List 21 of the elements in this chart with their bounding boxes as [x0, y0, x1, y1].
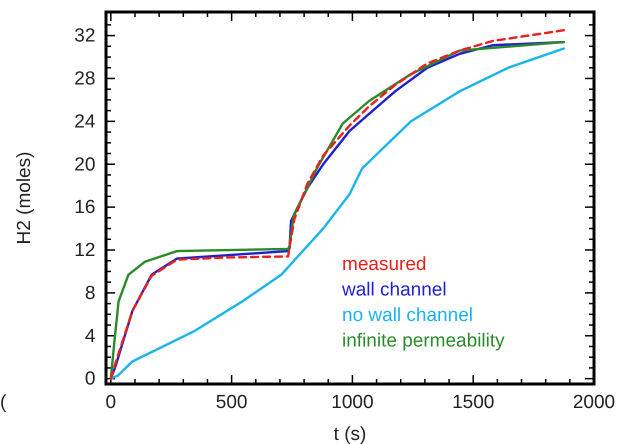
y-tick-label: 28: [74, 68, 96, 90]
x-tick-label: 500: [216, 392, 248, 413]
y-tick-label: 12: [74, 240, 96, 262]
x-tick-label: 1500: [452, 392, 494, 413]
y-tick-label: 24: [74, 111, 96, 132]
y-tick-label: 20: [74, 154, 96, 176]
y-tick-label: 8: [84, 282, 96, 304]
text: (: [0, 392, 7, 413]
x-axis-title: t (s): [334, 424, 366, 444]
text: wall channel: [341, 280, 447, 300]
text: measured: [342, 254, 426, 275]
y-axis-title: H2 (moles): [14, 152, 35, 244]
text: infinite permeability: [342, 330, 506, 352]
y-tick-label: 32: [74, 26, 96, 47]
y-tick-label: 4: [84, 326, 96, 347]
text: no wall channel: [342, 305, 473, 326]
x-tick-label: 2000: [572, 392, 616, 413]
x-tick-label: 1000: [331, 392, 374, 413]
y-tick-label: 0: [84, 368, 96, 390]
y-tick-label: 16: [74, 197, 96, 218]
x-tick-label: 0: [106, 392, 116, 413]
